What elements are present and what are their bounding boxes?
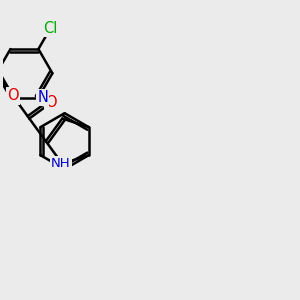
Text: NH: NH <box>51 157 70 170</box>
Text: O: O <box>45 95 57 110</box>
Text: O: O <box>7 88 19 104</box>
Text: N: N <box>38 90 48 105</box>
Text: Cl: Cl <box>43 21 58 36</box>
